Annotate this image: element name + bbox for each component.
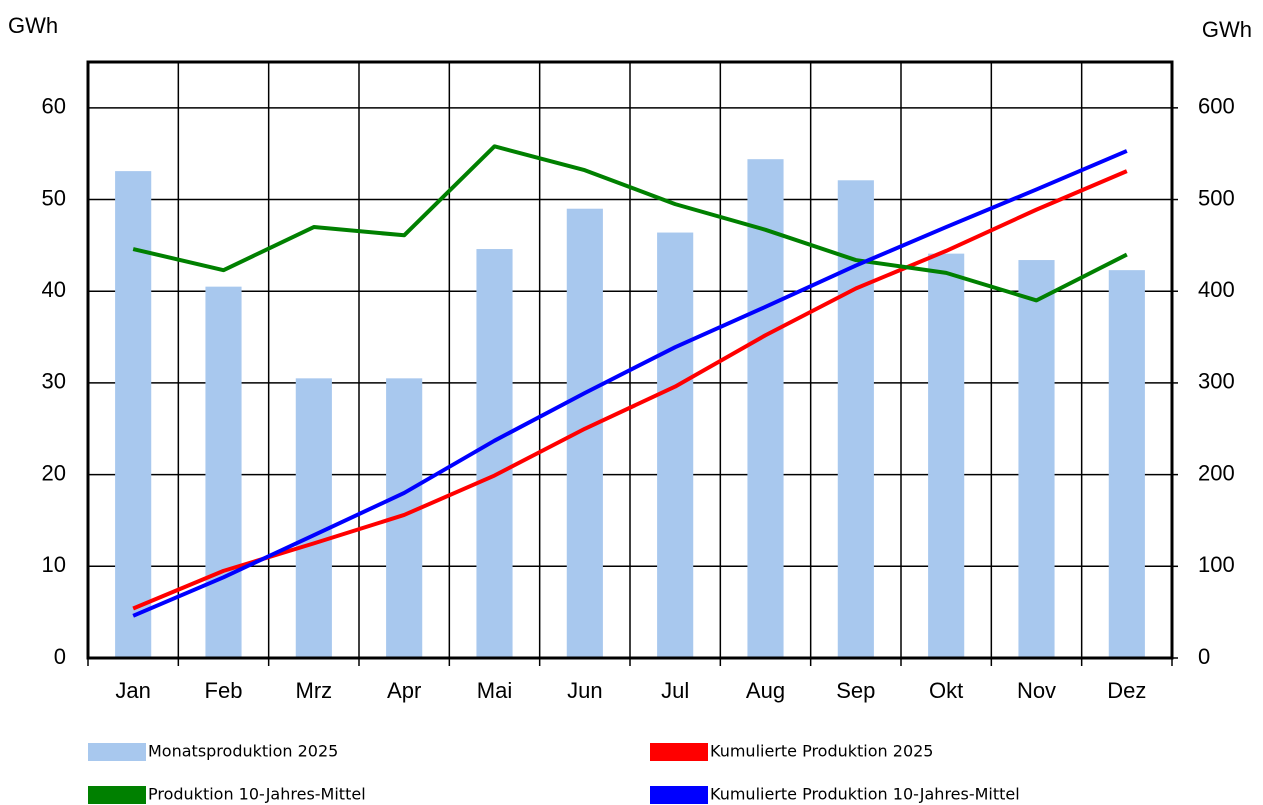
- bar: [657, 232, 694, 658]
- x-tick-label: Okt: [929, 678, 963, 703]
- legend-swatch: [88, 743, 146, 761]
- line: [132, 149, 1128, 618]
- legend-label: Kumulierte Produktion 10-Jahres-Mittel: [710, 785, 1020, 804]
- y-axis-label: GWh: [8, 13, 58, 38]
- bar: [1108, 270, 1145, 658]
- x-tick-label: Mai: [477, 678, 512, 703]
- x-tick-label: Feb: [205, 678, 243, 703]
- y2-tick-label: 400: [1198, 277, 1235, 302]
- legend-label: Kumulierte Produktion 2025: [710, 742, 933, 761]
- x-tick-label: Jul: [661, 678, 689, 703]
- bar: [837, 180, 874, 658]
- x-tick-label: Mrz: [296, 678, 333, 703]
- legend-swatch: [650, 743, 708, 761]
- y-tick-label: 10: [42, 552, 66, 577]
- bar: [1018, 260, 1055, 658]
- y2-tick-label: 100: [1198, 552, 1235, 577]
- x-tick-label: Jan: [115, 678, 150, 703]
- bar: [205, 286, 242, 658]
- y2-tick-label: 0: [1198, 644, 1210, 669]
- y2-tick-label: 200: [1198, 460, 1235, 485]
- legend-label: Monatsproduktion 2025: [148, 742, 338, 761]
- x-tick-label: Aug: [746, 678, 785, 703]
- bar: [928, 253, 965, 659]
- y-tick-label: 40: [42, 277, 66, 302]
- y2-tick-label: 600: [1198, 94, 1235, 119]
- legend-swatch: [88, 786, 146, 804]
- bar: [295, 378, 332, 658]
- line: [132, 169, 1128, 611]
- legend-swatch: [650, 786, 708, 804]
- y2-tick-label: 500: [1198, 185, 1235, 210]
- y-tick-label: 60: [42, 94, 66, 119]
- y-tick-label: 50: [42, 185, 66, 210]
- y-tick-label: 0: [54, 644, 66, 669]
- bar: [115, 171, 152, 659]
- x-tick-label: Sep: [836, 678, 875, 703]
- y2-tick-label: 300: [1198, 369, 1235, 394]
- y-tick-label: 20: [42, 460, 66, 485]
- bar: [476, 249, 513, 658]
- y2-axis-label: GWh: [1202, 17, 1252, 42]
- legend-label: Produktion 10-Jahres-Mittel: [148, 785, 366, 804]
- line: [132, 144, 1128, 303]
- x-tick-label: Nov: [1017, 678, 1056, 703]
- x-tick-label: Dez: [1107, 678, 1146, 703]
- y-tick-label: 30: [42, 369, 66, 394]
- x-tick-label: Apr: [387, 678, 421, 703]
- plot-border: [86, 60, 1174, 660]
- x-tick-label: Jun: [567, 678, 602, 703]
- bar: [747, 159, 784, 658]
